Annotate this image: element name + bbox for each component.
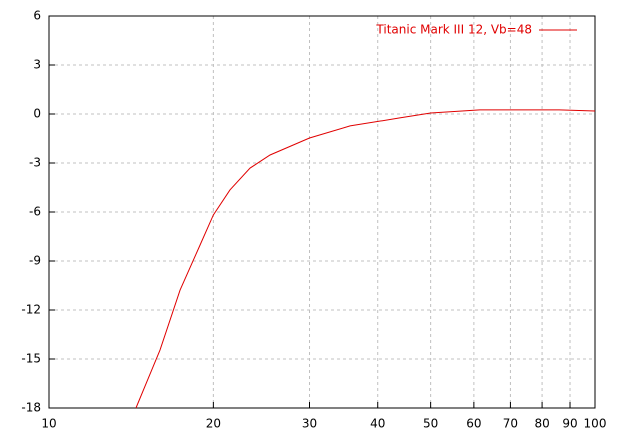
legend-label: Titanic Mark III 12, Vb=48	[375, 23, 532, 37]
x-tick-label: 80	[534, 417, 549, 431]
x-tick-label: 70	[503, 417, 518, 431]
y-tick-label: -6	[29, 205, 41, 219]
y-tick-label: -3	[29, 156, 41, 170]
y-tick-label: -9	[29, 254, 41, 268]
x-tick-label: 40	[370, 417, 385, 431]
y-tick-label: 6	[33, 9, 41, 23]
x-tick-label: 20	[206, 417, 221, 431]
x-tick-label: 30	[302, 417, 317, 431]
y-tick-label: -18	[21, 401, 41, 415]
y-tick-label: -12	[21, 303, 41, 317]
x-tick-label: 10	[41, 417, 56, 431]
x-tick-label: 50	[423, 417, 438, 431]
y-tick-label: 0	[33, 107, 41, 121]
y-tick-label: 3	[33, 58, 41, 72]
plot-frame	[48, 15, 596, 409]
data-line	[135, 109, 596, 409]
x-tick-label: 90	[562, 417, 577, 431]
x-tick-label: 100	[584, 417, 607, 431]
x-tick-label: 60	[466, 417, 481, 431]
y-tick-label: -15	[21, 352, 41, 366]
